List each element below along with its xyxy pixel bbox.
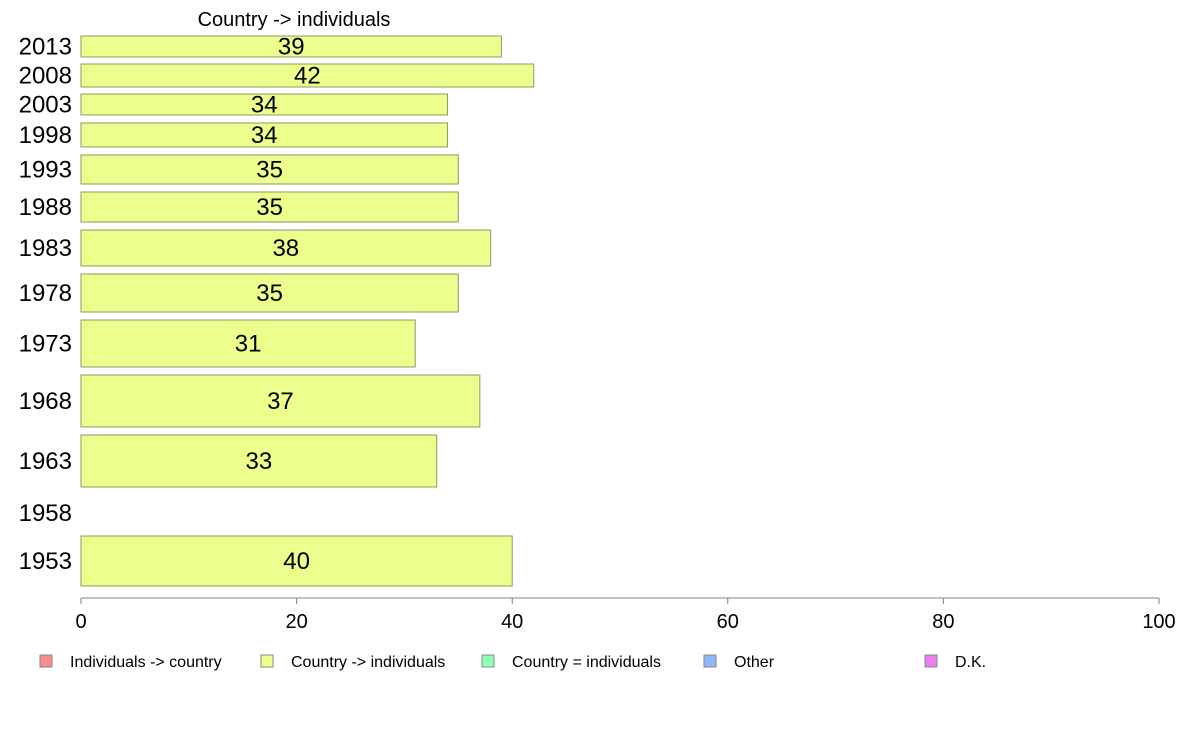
bar	[80, 63, 535, 88]
bar	[80, 374, 481, 428]
bar	[80, 93, 449, 116]
category-label: 2003	[19, 92, 72, 119]
data-label: 34	[251, 122, 278, 149]
data-label: 38	[272, 235, 299, 262]
legend-label: D.K.	[955, 654, 986, 671]
bar	[80, 35, 502, 58]
x-tick-label: 0	[75, 611, 86, 633]
legend-swatch	[924, 654, 938, 668]
data-label: 39	[278, 34, 305, 61]
data-label: 40	[283, 548, 310, 575]
x-tick-label: 40	[501, 611, 523, 633]
category-label: 1983	[19, 235, 72, 262]
x-tick-label: 60	[717, 611, 739, 633]
data-label: 34	[251, 92, 278, 119]
data-label: 31	[235, 331, 262, 358]
bar	[80, 229, 492, 267]
data-label: 35	[256, 280, 283, 307]
category-label: 1978	[19, 280, 72, 307]
legend-item: Individuals -> country	[39, 654, 222, 671]
data-label: 35	[256, 194, 283, 221]
category-label: 1953	[19, 548, 72, 575]
category-label: 1968	[19, 388, 72, 415]
legend-item: Country -> individuals	[260, 654, 445, 671]
bar	[80, 154, 459, 185]
data-label: 42	[294, 63, 321, 90]
category-label: 1998	[19, 122, 72, 149]
legend-label: Country -> individuals	[291, 654, 445, 671]
data-label: 33	[246, 448, 273, 475]
data-label: 35	[256, 157, 283, 184]
bar	[80, 535, 513, 587]
legend-swatch	[481, 654, 495, 668]
bar	[80, 191, 459, 223]
category-label: 1993	[19, 157, 72, 184]
bar	[80, 273, 459, 313]
legend-label: Other	[734, 654, 775, 671]
legend-swatch	[260, 654, 274, 668]
legend-item: D.K.	[924, 654, 986, 671]
legend-swatch	[703, 654, 717, 668]
category-label: 1958	[19, 500, 72, 527]
x-tick-label: 80	[932, 611, 954, 633]
x-tick-label: 20	[285, 611, 307, 633]
bar	[80, 434, 438, 488]
category-label: 1963	[19, 448, 72, 475]
legend-item: Other	[703, 654, 775, 671]
category-label: 1988	[19, 194, 72, 221]
data-label: 37	[267, 388, 294, 415]
chart-title: Country -> individuals	[198, 9, 391, 31]
category-label: 2008	[19, 63, 72, 90]
legend-label: Country = individuals	[512, 654, 661, 671]
category-label: 1973	[19, 331, 72, 358]
legend-swatch	[39, 654, 53, 668]
bar	[80, 319, 416, 368]
legend-label: Individuals -> country	[70, 654, 222, 671]
legend-item: Country = individuals	[481, 654, 661, 671]
bar	[80, 122, 449, 148]
x-tick-label: 100	[1142, 611, 1175, 633]
category-label: 2013	[19, 34, 72, 61]
